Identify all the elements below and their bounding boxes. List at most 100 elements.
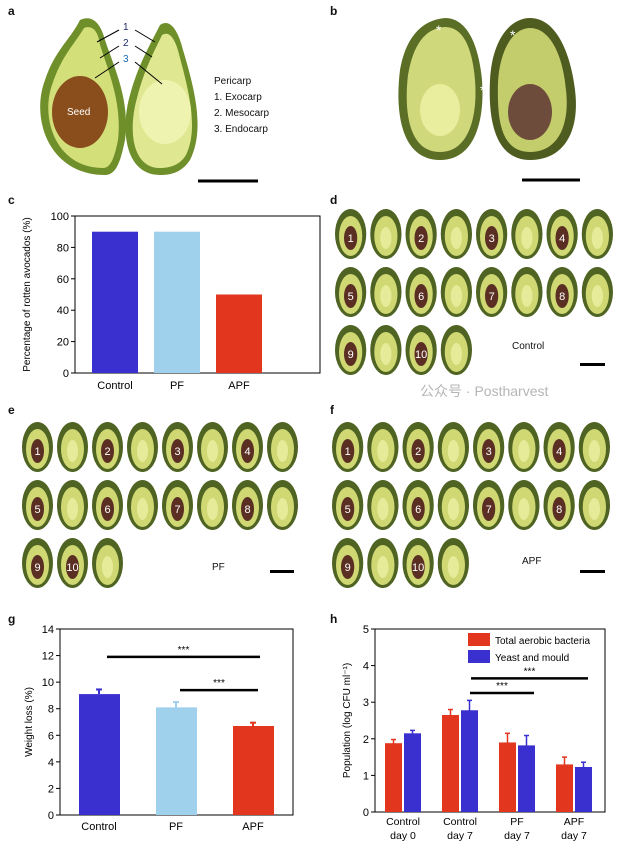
y-tick-label: 10 [42,677,54,689]
fruit-number: 6 [415,504,421,516]
bar-pf [156,707,197,815]
avocado-seed [552,497,566,521]
avocado-seed [485,226,499,250]
seed-cavity [591,285,603,307]
panel-label-c: c [8,193,15,207]
avocado-seed [482,497,496,521]
y-tick-label: 4 [363,661,369,673]
pf-group-label: PF [212,562,225,573]
seed-cavity [377,556,389,578]
y-tick-label: 5 [363,624,369,636]
seed-cavity [588,498,600,520]
x-tick-label: APF [242,821,264,833]
bar-bacteria [442,715,459,812]
seed-cavity [377,440,389,462]
x-tick-label: Control [386,816,420,828]
seed-cavity [380,285,392,307]
panel-label-a: a [8,4,15,18]
avocado-seed [101,439,114,463]
y-tick-label: 8 [48,704,54,716]
fruit-number: 4 [556,446,562,458]
avocado-seed [341,497,355,521]
seed-cavity [521,285,533,307]
seed-cavity [447,556,459,578]
bar-pf [154,231,200,373]
y-tick-label: 1 [363,770,369,782]
seed-cavity [207,440,218,462]
x-tick-label: PF [169,821,183,833]
x-tick-label: Control [81,821,116,833]
seed-label: Seed [67,107,91,118]
avocado-seed [341,439,355,463]
seed-cavity [450,285,462,307]
fruit-number: 1 [34,446,40,458]
fruit-number: 3 [174,446,180,458]
plot-frame [374,628,606,813]
fruit-number: 3 [489,233,495,245]
pericarp-item: 1. Exocarp [214,92,262,103]
significance-label: *** [213,678,225,689]
avocado-seed [171,439,184,463]
avocado-seed [414,342,428,366]
seed-cavity [518,440,530,462]
seed-cavity [447,440,459,462]
x-tick-label: APF [228,380,250,392]
legend-swatch [468,650,490,663]
bar-bacteria [499,742,516,812]
seed-cavity [277,498,288,520]
bar-control [92,231,138,373]
panel-label-f: f [330,403,334,417]
y-tick-label: 60 [57,274,69,286]
fruit-number: 5 [348,291,354,303]
x-tick-label: day 7 [447,830,473,842]
bar-apf [216,294,262,373]
bar-bacteria [385,743,402,812]
x-tick-label: day 7 [561,830,587,842]
scale-bar [580,570,605,573]
significance-label: *** [178,645,190,656]
panel-a-photo: * * * [40,18,580,183]
panel-label-h: h [330,612,338,626]
scale-bar [580,363,605,366]
significance-label: *** [496,681,508,692]
bar-apf [233,725,274,815]
fruit-number: 7 [489,291,495,303]
y-tick-label: 4 [48,757,54,769]
fruit-number: 4 [559,233,565,245]
seed-cavity [377,498,389,520]
y-tick-label: 80 [57,242,69,254]
seed-cavity [67,440,78,462]
fruit-number: 6 [418,291,424,303]
y-tick-label: 0 [363,807,369,819]
y-tick-label: 100 [51,211,69,223]
avocado-seed [31,439,44,463]
avocado-seed [241,497,254,521]
significance-label: *** [524,666,536,677]
x-tick-label: APF [564,816,584,828]
avocado-seed [341,555,355,579]
y-axis-label: Percentage of rotten avocados (%) [22,217,33,372]
pericarp-title: Pericarp [214,76,252,87]
fruit-number: 6 [104,504,110,516]
y-axis-label: Population (log CFU ml⁻¹) [342,663,353,778]
y-tick-label: 40 [57,305,69,317]
x-tick-label: Control [97,380,132,392]
bar-yeast [404,733,421,812]
panel-label-b: b [330,4,338,18]
seed-cavity [591,227,603,249]
fruit-number: 2 [104,446,110,458]
fruit-number: 3 [486,446,492,458]
bar-control [79,694,120,815]
avocado-seed [344,284,358,308]
panel-label-e: e [8,403,15,417]
legend-label: Yeast and mould [495,653,569,664]
fruit-number: 5 [345,504,351,516]
fruit-number: 2 [418,233,424,245]
bar-bacteria [556,764,573,812]
avocado-seed [555,226,569,250]
y-tick-label: 2 [48,783,54,795]
avocado-seed [411,439,425,463]
